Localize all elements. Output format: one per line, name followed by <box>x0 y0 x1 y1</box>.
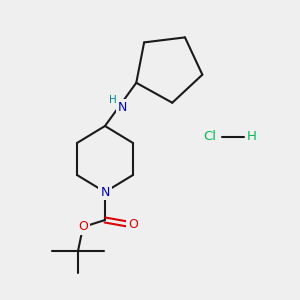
Text: Cl: Cl <box>203 130 217 143</box>
Text: O: O <box>128 218 138 232</box>
Text: O: O <box>78 220 88 233</box>
Text: N: N <box>117 101 127 114</box>
Text: N: N <box>100 185 110 199</box>
Text: H: H <box>247 130 257 143</box>
Text: H: H <box>109 95 117 105</box>
